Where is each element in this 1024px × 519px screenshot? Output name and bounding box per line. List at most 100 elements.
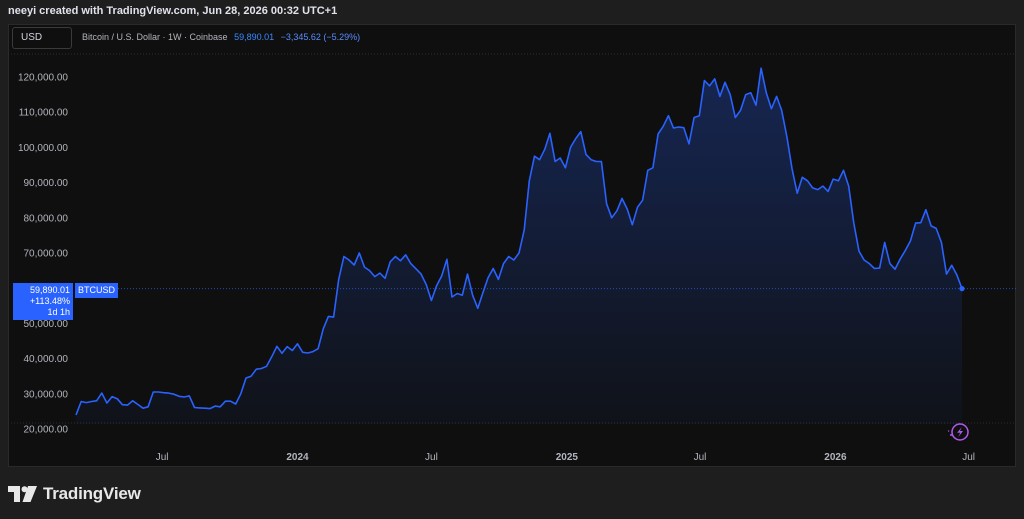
price-point: [523, 229, 525, 231]
price-point: [152, 391, 154, 393]
price-point: [302, 351, 304, 353]
price-point: [539, 159, 541, 161]
price-point: [719, 95, 721, 97]
price-point: [188, 395, 190, 397]
price-point: [554, 161, 556, 163]
price-point: [204, 407, 206, 409]
price-point: [322, 328, 324, 330]
price-point: [430, 300, 432, 302]
price-point: [786, 136, 788, 138]
price-point: [662, 125, 664, 127]
price-point: [796, 192, 798, 194]
price-point: [482, 292, 484, 294]
price-point: [446, 258, 448, 260]
y-axis: 20,000.0030,000.0040,000.0050,000.0060,0…: [18, 73, 68, 436]
lightning-icon[interactable]: [948, 423, 969, 441]
price-point: [770, 108, 772, 110]
price-point: [585, 153, 587, 155]
x-tick-label: Jul: [156, 452, 169, 463]
price-point: [683, 127, 685, 129]
x-axis: Jul 2024 Jul 2025 Jul 2026 Jul: [156, 452, 975, 463]
price-point: [276, 345, 278, 347]
price-point: [369, 270, 371, 272]
price-point: [642, 199, 644, 201]
price-point: [673, 127, 675, 129]
price-point: [595, 161, 597, 163]
x-tick-label: 2024: [286, 452, 309, 463]
price-point: [250, 375, 252, 377]
price-point: [827, 190, 829, 192]
last-price-tag: 59,890.01 +113.48% 1d 1h: [13, 283, 73, 320]
price-point: [703, 80, 705, 82]
price-point: [137, 403, 139, 405]
price-point: [255, 368, 257, 370]
currency-selector[interactable]: USD: [12, 27, 72, 49]
price-point: [291, 350, 293, 352]
price-point: [379, 272, 381, 274]
price-point: [400, 260, 402, 262]
price-point: [456, 293, 458, 295]
price-point: [879, 267, 881, 269]
price-point: [194, 407, 196, 409]
price-point: [420, 273, 422, 275]
price-point: [266, 365, 268, 367]
legend-price: 59,890.01: [234, 32, 275, 42]
price-point: [513, 259, 515, 261]
price-point: [843, 169, 845, 171]
price-point: [451, 296, 453, 298]
price-point: [837, 180, 839, 182]
price-point: [224, 400, 226, 402]
price-point: [405, 254, 407, 256]
price-point: [884, 241, 886, 243]
price-point: [776, 95, 778, 97]
y-tick-label: 110,000.00: [19, 108, 69, 119]
price-point: [781, 109, 783, 111]
price-point: [956, 274, 958, 276]
price-point: [564, 167, 566, 169]
price-point: [910, 240, 912, 242]
price-point: [415, 268, 417, 270]
chart-legend: Bitcoin / U.S. Dollar · 1W · Coinbase 59…: [82, 32, 360, 42]
price-point: [348, 259, 350, 261]
price-point: [333, 316, 335, 318]
price-point: [492, 268, 494, 270]
last-price-value: 59,890.01: [29, 285, 70, 295]
x-tick-label: 2025: [556, 452, 579, 463]
price-point: [889, 263, 891, 265]
price-point: [637, 206, 639, 208]
price-point: [765, 92, 767, 94]
price-point: [80, 401, 82, 403]
price-point: [940, 241, 942, 243]
price-point: [863, 259, 865, 261]
price-point: [461, 294, 463, 296]
price-point: [209, 408, 211, 410]
y-tick-label: 120,000.00: [18, 73, 68, 84]
price-point: [219, 406, 221, 408]
price-point: [549, 132, 551, 134]
price-series-line: [75, 67, 963, 416]
tradingview-logo[interactable]: TradingView: [8, 484, 141, 504]
price-point: [374, 276, 376, 278]
price-point: [652, 167, 654, 169]
price-point: [698, 115, 700, 117]
price-area-fill: [76, 68, 962, 424]
price-point: [497, 278, 499, 280]
price-point: [822, 185, 824, 187]
y-tick-label: 70,000.00: [24, 249, 69, 260]
price-point: [75, 414, 77, 416]
price-point: [147, 406, 149, 408]
legend-change: −3,345.62 (−5.29%): [280, 32, 361, 42]
price-point: [570, 146, 572, 148]
price-point: [101, 392, 103, 394]
price-point: [394, 256, 396, 258]
price-point: [214, 405, 216, 407]
price-point: [631, 224, 633, 226]
price-point: [286, 346, 288, 348]
price-point: [693, 117, 695, 119]
price-point: [801, 176, 803, 178]
price-point: [199, 407, 201, 409]
price-point: [518, 252, 520, 254]
price-point: [750, 92, 752, 94]
price-point: [760, 67, 762, 69]
